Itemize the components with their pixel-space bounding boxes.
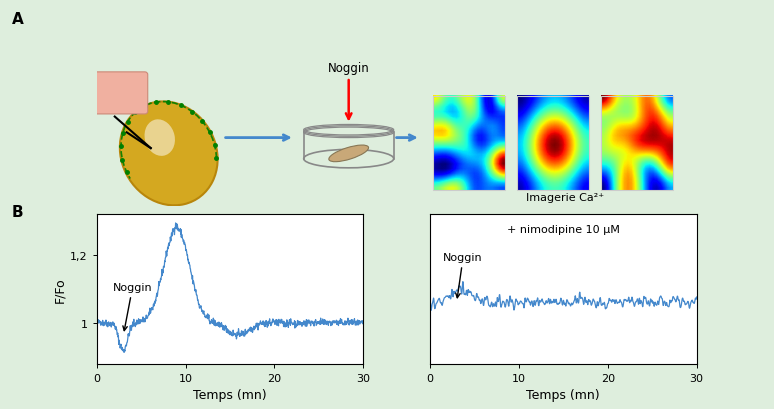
Bar bbox=[433, 96, 505, 191]
Ellipse shape bbox=[329, 146, 368, 162]
Text: + nimodipine 10 μM: + nimodipine 10 μM bbox=[507, 225, 620, 235]
Text: Noggin: Noggin bbox=[113, 283, 152, 331]
X-axis label: Temps (mn): Temps (mn) bbox=[194, 389, 267, 402]
Text: B: B bbox=[12, 204, 23, 220]
Text: Noggin: Noggin bbox=[328, 62, 369, 75]
Ellipse shape bbox=[120, 102, 217, 206]
Text: A: A bbox=[12, 12, 23, 27]
Ellipse shape bbox=[145, 120, 175, 157]
Text: Imagerie Ca²⁺: Imagerie Ca²⁺ bbox=[526, 192, 604, 202]
Bar bbox=[601, 96, 673, 191]
X-axis label: Temps (mn): Temps (mn) bbox=[526, 389, 600, 402]
Y-axis label: F/Fo: F/Fo bbox=[53, 276, 66, 302]
Bar bbox=[517, 96, 588, 191]
FancyBboxPatch shape bbox=[94, 73, 148, 115]
Text: Noggin: Noggin bbox=[444, 253, 483, 298]
